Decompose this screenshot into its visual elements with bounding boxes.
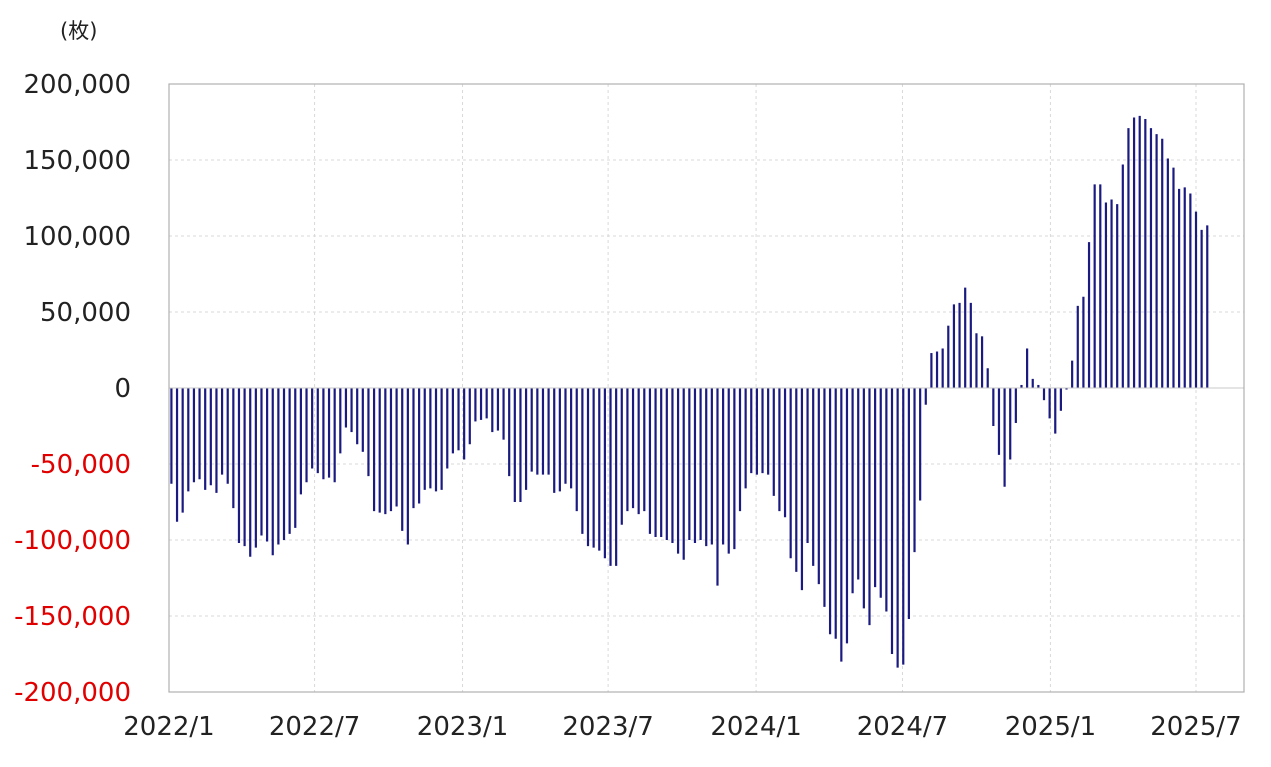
y-tick-label: 150,000 bbox=[23, 146, 131, 176]
y-axis-tick-labels: 200,000 150,000 100,000 50,000 0 -50,000 -100,… bbox=[14, 70, 131, 708]
bar-series bbox=[170, 115, 1209, 668]
y-tick-label: -200,000 bbox=[14, 678, 131, 708]
y-tick-label: -100,000 bbox=[14, 526, 131, 556]
y-tick-label: -50,000 bbox=[31, 450, 131, 480]
y-tick-label: 100,000 bbox=[23, 222, 131, 252]
x-tick-label: 2025/1 bbox=[1005, 712, 1096, 742]
x-tick-label: 2024/1 bbox=[710, 712, 801, 742]
y-tick-label: 200,000 bbox=[23, 70, 131, 100]
x-tick-label: 2022/7 bbox=[269, 712, 360, 742]
y-tick-label: 0 bbox=[114, 374, 131, 404]
y-tick-label: 50,000 bbox=[40, 298, 131, 328]
axes bbox=[168, 83, 1245, 693]
x-axis-tick-labels: 2022/1 2022/7 2023/1 2023/7 2024/1 2024/7 2025… bbox=[123, 712, 1241, 742]
y-tick-label: -150,000 bbox=[14, 602, 131, 632]
y-axis-unit-label: (枚) bbox=[60, 19, 97, 43]
x-tick-label: 2023/7 bbox=[562, 712, 653, 742]
x-tick-label: 2023/1 bbox=[417, 712, 508, 742]
x-tick-label: 2022/1 bbox=[123, 712, 214, 742]
x-tick-label: 2024/7 bbox=[857, 712, 948, 742]
plot-border bbox=[168, 83, 1245, 693]
x-tick-label: 2025/7 bbox=[1150, 712, 1241, 742]
